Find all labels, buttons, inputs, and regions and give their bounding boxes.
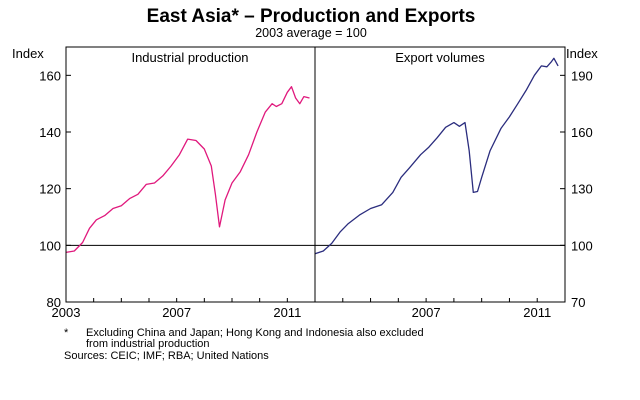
x-tick-label: 2007: [412, 305, 441, 320]
footnote-line-2: from industrial production: [86, 338, 210, 350]
x-tick-label: 2007: [162, 305, 191, 320]
x-tick-label: 2003: [52, 305, 81, 320]
sources-note: Sources: CEIC; IMF; RBA; United Nations: [64, 350, 269, 362]
y-tick-label-right: 100: [571, 238, 593, 253]
panel-label-export-volumes: Export volumes: [395, 50, 485, 65]
tick-labels: 80 100 120 140 160 2003 2007 2011 70 100 130 160 190…: [39, 68, 592, 320]
y-tick-label-right: 190: [571, 68, 593, 83]
series-line-2: [314, 57, 559, 255]
plot-frame: [65, 46, 566, 303]
left-axis-label: Index: [12, 46, 44, 61]
y-tick-label-left: 120: [39, 182, 61, 197]
y-tick-label-right: 130: [571, 182, 593, 197]
series-line-1: [65, 86, 310, 254]
panel-label-industrial-production: Industrial production: [131, 50, 248, 65]
right-axis-label: Index: [566, 46, 598, 61]
y-tick-label-right: 160: [571, 125, 593, 140]
y-tick-label-left: 100: [39, 238, 61, 253]
y-tick-label-left: 160: [39, 68, 61, 83]
chart-title: East Asia* – Production and Exports: [147, 6, 476, 27]
footnote-marker: *: [64, 327, 69, 339]
y-tick-label-left: 140: [39, 125, 61, 140]
series-lines: [65, 57, 559, 255]
x-tick-label: 2011: [273, 305, 301, 320]
y-tick-label-right: 70: [571, 295, 585, 310]
x-tick-label: 2011: [523, 305, 551, 320]
footnote-line-1: Excluding China and Japan; Hong Kong and…: [86, 327, 424, 339]
y-tick-label-left: 80: [47, 295, 61, 310]
chart-subtitle: 2003 average = 100: [255, 26, 367, 40]
